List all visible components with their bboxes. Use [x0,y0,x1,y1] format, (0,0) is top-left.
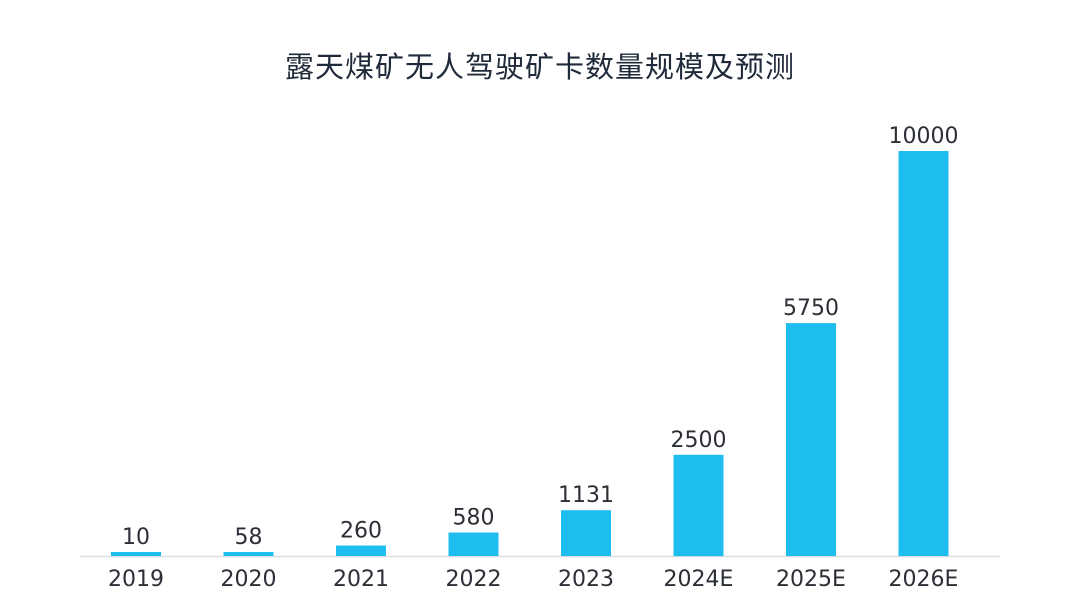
bar-2026E [898,151,949,556]
x-tick-label-2025E: 2025E [776,567,846,592]
x-tick-label-2020: 2020 [221,567,277,592]
data-label-2019: 10 [122,525,150,550]
data-label-2022: 580 [453,506,495,531]
chart-title: 露天煤矿无人驾驶矿卡数量规模及预测 [284,50,795,84]
bar-2022 [448,532,499,556]
bar-2025E [786,323,836,556]
data-label-2021: 260 [340,519,382,544]
x-tick-label-2023: 2023 [558,567,614,592]
bar-2023 [561,510,611,556]
x-tick-label-2019: 2019 [108,567,164,592]
data-label-2020: 58 [235,525,263,550]
data-label-2023: 1131 [558,483,614,508]
bar-2020 [223,552,274,556]
x-tick-label-2024E: 2024E [664,567,734,592]
bar-2024E [673,454,724,557]
x-tick-label-2021: 2021 [333,567,389,592]
data-label-2024E: 2500 [671,428,727,453]
bar-2019 [111,552,161,556]
x-tick-label-2026E: 2026E [889,567,959,592]
x-tick-label-2022: 2022 [446,567,502,592]
data-label-2025E: 5750 [783,296,839,321]
data-label-2026E: 10000 [889,124,959,149]
bar-2021 [336,545,386,556]
